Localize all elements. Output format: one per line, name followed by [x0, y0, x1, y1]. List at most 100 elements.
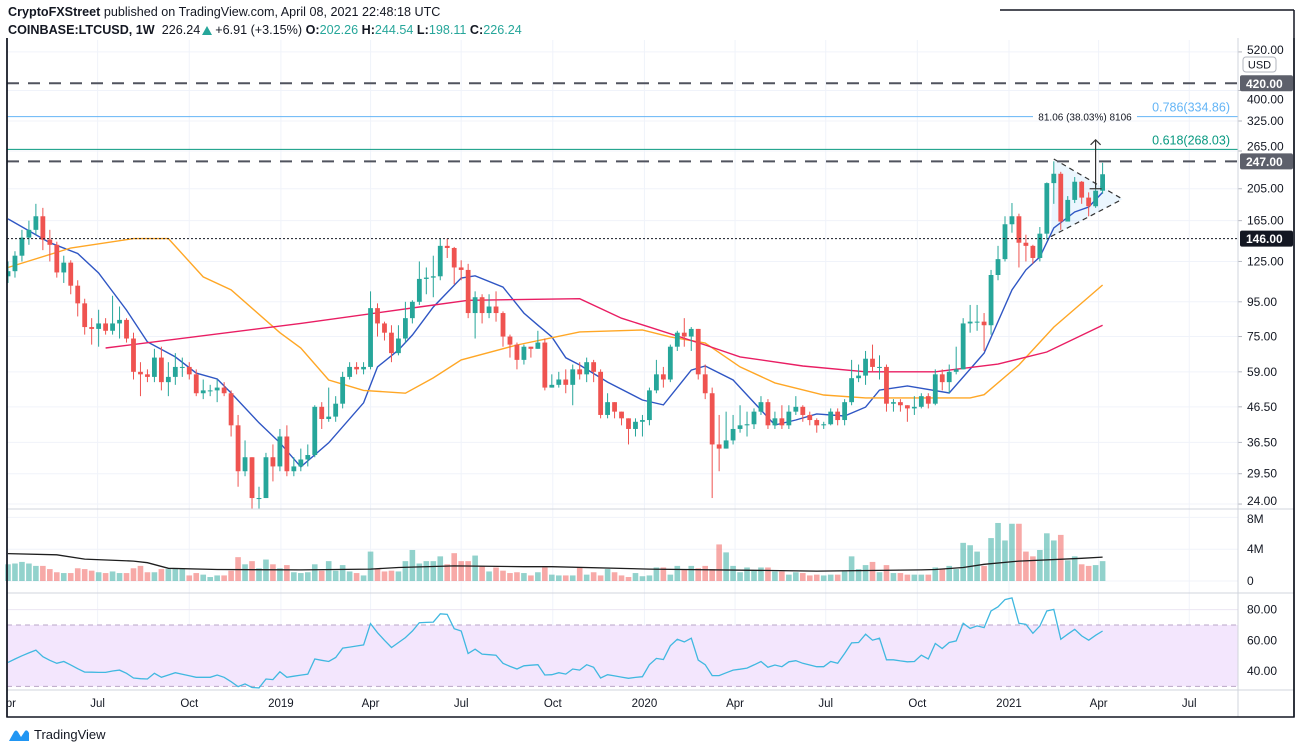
- candle[interactable]: [1086, 192, 1092, 217]
- volume-bar[interactable]: [472, 555, 478, 581]
- volume-bar[interactable]: [381, 571, 388, 581]
- candle[interactable]: [103, 318, 109, 335]
- candle[interactable]: [500, 311, 506, 347]
- volume-bar[interactable]: [688, 565, 695, 581]
- volume-bar[interactable]: [1030, 556, 1036, 581]
- volume-bar[interactable]: [632, 573, 639, 581]
- volume-bar[interactable]: [967, 545, 973, 581]
- volume-bar[interactable]: [974, 551, 980, 581]
- volume-bar[interactable]: [723, 552, 729, 581]
- volume-bar[interactable]: [646, 575, 653, 581]
- candle[interactable]: [974, 304, 980, 331]
- candle[interactable]: [12, 251, 18, 278]
- volume-bar[interactable]: [318, 570, 325, 581]
- candle[interactable]: [744, 411, 750, 437]
- volume-bar[interactable]: [67, 573, 74, 581]
- candle[interactable]: [1072, 177, 1078, 204]
- candle[interactable]: [891, 399, 896, 412]
- volume-bar[interactable]: [88, 570, 95, 581]
- candle[interactable]: [54, 241, 60, 278]
- candle[interactable]: [158, 346, 164, 391]
- candle[interactable]: [326, 387, 332, 422]
- candle[interactable]: [186, 362, 192, 380]
- volume-bar[interactable]: [19, 561, 25, 581]
- volume-bar[interactable]: [765, 567, 771, 581]
- candle[interactable]: [653, 359, 659, 394]
- volume-bar[interactable]: [618, 575, 625, 581]
- candle[interactable]: [319, 402, 325, 429]
- candle[interactable]: [486, 294, 492, 319]
- candle[interactable]: [751, 408, 757, 429]
- candle[interactable]: [946, 364, 952, 394]
- volume-bar[interactable]: [444, 564, 451, 581]
- volume-bar[interactable]: [458, 561, 464, 581]
- candle[interactable]: [1023, 234, 1029, 262]
- volume-bar[interactable]: [834, 574, 841, 581]
- candle[interactable]: [465, 263, 471, 319]
- volume-bar[interactable]: [402, 561, 409, 581]
- candle[interactable]: [800, 405, 806, 422]
- volume-bar[interactable]: [695, 568, 702, 581]
- volume-bar[interactable]: [423, 561, 430, 581]
- triangle-lower-trendline[interactable]: [1050, 198, 1123, 238]
- volume-bar[interactable]: [521, 573, 527, 581]
- volume-bar[interactable]: [54, 572, 60, 581]
- volume-bar[interactable]: [611, 572, 618, 581]
- candle[interactable]: [312, 405, 318, 458]
- candle[interactable]: [340, 371, 346, 409]
- volume-bar[interactable]: [416, 563, 423, 581]
- candle[interactable]: [674, 330, 680, 351]
- volume-bar[interactable]: [562, 575, 569, 581]
- candle[interactable]: [898, 399, 903, 412]
- currency-button[interactable]: [1242, 56, 1277, 73]
- candle[interactable]: [437, 238, 443, 281]
- triangle-upper-trendline[interactable]: [1053, 158, 1123, 200]
- candle[interactable]: [472, 291, 478, 339]
- candle[interactable]: [430, 255, 436, 298]
- candle[interactable]: [640, 414, 645, 437]
- candle[interactable]: [368, 291, 373, 370]
- candle[interactable]: [877, 355, 882, 380]
- volume-bar[interactable]: [291, 572, 297, 581]
- volume-bar[interactable]: [653, 567, 660, 581]
- volume-bar[interactable]: [325, 561, 332, 581]
- volume-bar[interactable]: [1016, 523, 1022, 581]
- tradingview-footer[interactable]: TradingView: [8, 727, 106, 742]
- volume-bar[interactable]: [932, 567, 939, 581]
- candle[interactable]: [702, 364, 708, 400]
- candle[interactable]: [291, 457, 297, 477]
- candle[interactable]: [563, 369, 569, 394]
- volume-bar[interactable]: [1071, 556, 1078, 581]
- volume-bar[interactable]: [514, 572, 520, 581]
- candle[interactable]: [960, 318, 966, 370]
- candle[interactable]: [1051, 161, 1057, 204]
- candle[interactable]: [396, 325, 401, 356]
- volume-bar[interactable]: [74, 568, 81, 581]
- volume-bar[interactable]: [674, 565, 681, 581]
- candle[interactable]: [221, 382, 227, 397]
- candle[interactable]: [884, 364, 889, 412]
- candle[interactable]: [145, 369, 150, 383]
- volume-bar[interactable]: [33, 565, 39, 581]
- candle[interactable]: [570, 364, 576, 406]
- candle[interactable]: [981, 313, 987, 351]
- volume-bar[interactable]: [339, 565, 346, 581]
- candle[interactable]: [479, 294, 485, 324]
- candle[interactable]: [165, 362, 171, 397]
- candle[interactable]: [277, 428, 283, 472]
- candle[interactable]: [110, 295, 115, 335]
- candle[interactable]: [925, 393, 931, 409]
- candle[interactable]: [793, 396, 799, 415]
- candle[interactable]: [681, 318, 687, 347]
- candle[interactable]: [695, 328, 701, 380]
- candle[interactable]: [598, 369, 604, 419]
- volume-bar[interactable]: [388, 570, 395, 581]
- volume-bar[interactable]: [876, 572, 883, 581]
- candle[interactable]: [577, 362, 583, 380]
- volume-bar[interactable]: [207, 577, 213, 581]
- candle[interactable]: [1065, 196, 1071, 222]
- volume-bar[interactable]: [549, 574, 555, 581]
- volume-bar[interactable]: [465, 561, 471, 581]
- volume-bar[interactable]: [1023, 551, 1029, 581]
